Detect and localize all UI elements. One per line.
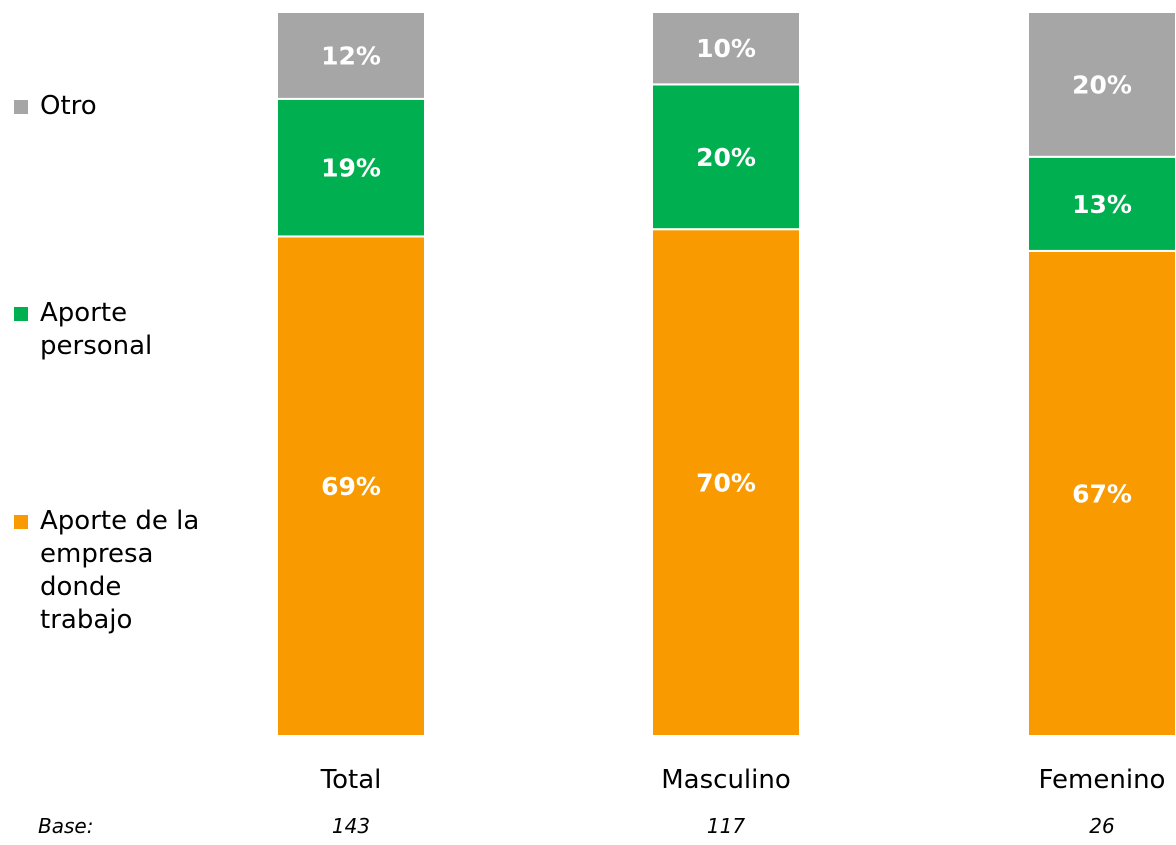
data-label: 20% [1072, 70, 1132, 99]
legend-swatch-aporte-personal [14, 307, 28, 321]
base-label: Base: [38, 814, 93, 838]
data-label: 19% [321, 154, 381, 183]
base-value: 26 [1089, 814, 1114, 838]
bar-segment [651, 228, 801, 737]
legend-label-aporte-empresa: Aporte de la empresa donde trabajo [40, 506, 200, 635]
data-label: 69% [321, 472, 381, 501]
data-label: 12% [321, 41, 381, 70]
data-label: 67% [1072, 479, 1132, 508]
data-label: 13% [1072, 190, 1132, 219]
bar-segment [1027, 155, 1176, 252]
legend-label-otro: Otro [40, 91, 97, 121]
bar-segment [651, 11, 801, 86]
legend-label-aporte-personal: Aporte personal [40, 298, 153, 361]
bar-segment [1027, 249, 1176, 737]
data-label: 20% [696, 143, 756, 172]
bar-segment [276, 235, 426, 737]
x-tick-label: Femenino [1039, 765, 1166, 795]
legend-swatch-otro [14, 100, 28, 114]
bar-segment [1027, 11, 1176, 158]
bar-segment [276, 97, 426, 238]
legend-swatch-aporte-empresa [14, 515, 28, 529]
bar-segment [276, 11, 426, 100]
x-tick-label: Total [320, 765, 382, 795]
bar-segment [651, 83, 801, 231]
data-label: 70% [696, 469, 756, 498]
base-value: 117 [707, 814, 745, 838]
base-value: 143 [332, 814, 370, 838]
data-label: 10% [696, 34, 756, 63]
x-tick-label: Masculino [661, 765, 791, 795]
